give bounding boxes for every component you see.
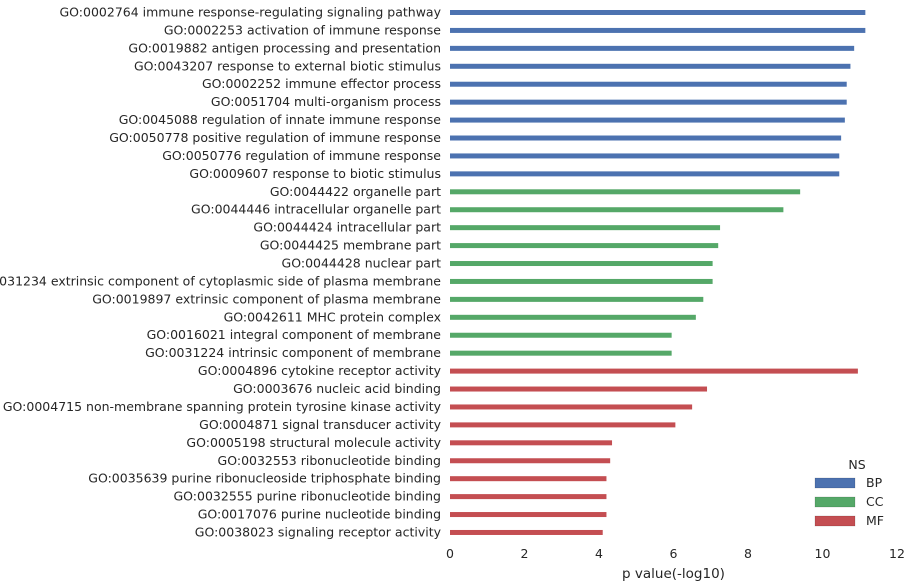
category-label: GO:0043207 response to external biotic s… xyxy=(134,58,441,73)
legend-swatch xyxy=(814,496,856,508)
category-label: GO:0044424 intracellular part xyxy=(253,220,441,235)
category-labels-group: GO:0002764 immune response-regulating si… xyxy=(0,5,442,540)
bar xyxy=(450,243,719,249)
bar xyxy=(450,386,708,392)
category-label: GO:0038023 signaling receptor activity xyxy=(195,524,442,539)
bar xyxy=(450,404,693,410)
category-label: GO:0044422 organelle part xyxy=(270,184,441,199)
legend-swatch xyxy=(814,515,856,527)
category-label: GO:0031224 intrinsic component of membra… xyxy=(145,345,441,360)
category-label: GO:0050776 regulation of immune response xyxy=(162,148,441,163)
category-label: GO:0044425 membrane part xyxy=(260,238,441,253)
category-label: GO:0035639 purine ribonucleoside triphos… xyxy=(88,471,441,486)
bar xyxy=(450,135,842,141)
bar xyxy=(450,225,721,231)
x-tick-label: 4 xyxy=(595,546,603,561)
bar xyxy=(450,332,672,338)
category-label: GO:0044446 intracellular organelle part xyxy=(191,202,441,217)
legend-title: NS xyxy=(848,457,865,472)
bar xyxy=(450,296,704,302)
bar xyxy=(450,189,801,195)
category-label: GO:0019897 extrinsic component of plasma… xyxy=(92,291,441,306)
x-axis-ticks-group: 0 2 4 6 8 10 12 xyxy=(446,546,905,561)
legend-label: MF xyxy=(866,513,884,528)
bar xyxy=(450,27,866,33)
legend-label: CC xyxy=(866,494,884,509)
category-label: GO:0004896 cytokine receptor activity xyxy=(198,363,442,378)
category-label: GO:0019882 antigen processing and presen… xyxy=(128,40,441,55)
bar xyxy=(450,476,607,482)
bar xyxy=(450,314,696,320)
category-label: GO:0032555 purine ribonucleotide binding xyxy=(173,489,441,504)
bar xyxy=(450,117,845,123)
category-label: GO:0050778 positive regulation of immune… xyxy=(109,130,441,145)
bar xyxy=(450,278,713,284)
x-tick-label: 6 xyxy=(670,546,678,561)
legend: NS BP CC MF xyxy=(814,457,884,528)
category-label: GO:0016021 integral component of membran… xyxy=(147,327,442,342)
bars-group xyxy=(450,10,866,535)
category-label: GO:0002252 immune effector process xyxy=(202,76,441,91)
bar xyxy=(450,99,847,105)
category-label: GO:0004871 signal transducer activity xyxy=(199,417,441,432)
category-label: GO:0002253 activation of immune response xyxy=(164,22,441,37)
bar xyxy=(450,10,866,15)
bar xyxy=(450,368,858,374)
bar xyxy=(450,153,840,159)
x-tick-label: 12 xyxy=(889,546,905,561)
bar xyxy=(450,422,676,428)
x-tick-label: 0 xyxy=(446,546,454,561)
legend-swatch xyxy=(814,477,856,489)
bar xyxy=(450,45,855,51)
bar xyxy=(450,529,603,535)
bar xyxy=(450,207,784,213)
bar xyxy=(450,440,613,446)
category-label: GO:0002764 immune response-regulating si… xyxy=(59,5,441,20)
category-label: GO:0044428 nuclear part xyxy=(282,256,442,271)
category-label: GO:0051704 multi-organism process xyxy=(211,94,441,109)
category-label: GO:0031234 extrinsic component of cytopl… xyxy=(0,273,441,288)
category-label: GO:0042611 MHC protein complex xyxy=(224,309,441,324)
bar xyxy=(450,494,607,500)
category-label: GO:0005198 structural molecule activity xyxy=(186,435,441,450)
legend-label: BP xyxy=(866,475,883,490)
category-label: GO:0003676 nucleic acid binding xyxy=(233,381,441,396)
category-label: GO:0032553 ribonucleotide binding xyxy=(218,453,441,468)
category-label: GO:0017076 purine nucleotide binding xyxy=(198,507,441,522)
category-label: GO:0004715 non-membrane spanning protein… xyxy=(3,399,442,414)
x-tick-label: 2 xyxy=(521,546,529,561)
bar xyxy=(450,261,713,267)
bar xyxy=(450,171,840,177)
bar xyxy=(450,350,672,356)
x-tick-label: 8 xyxy=(744,546,752,561)
x-tick-label: 10 xyxy=(815,546,831,561)
bar xyxy=(450,512,607,518)
bar xyxy=(450,81,847,87)
bar xyxy=(450,458,611,464)
category-label: GO:0009607 response to biotic stimulus xyxy=(189,166,441,181)
category-label: GO:0045088 regulation of innate immune r… xyxy=(119,112,442,127)
x-axis-title: p value(-log10) xyxy=(622,566,725,582)
bar xyxy=(450,63,851,69)
